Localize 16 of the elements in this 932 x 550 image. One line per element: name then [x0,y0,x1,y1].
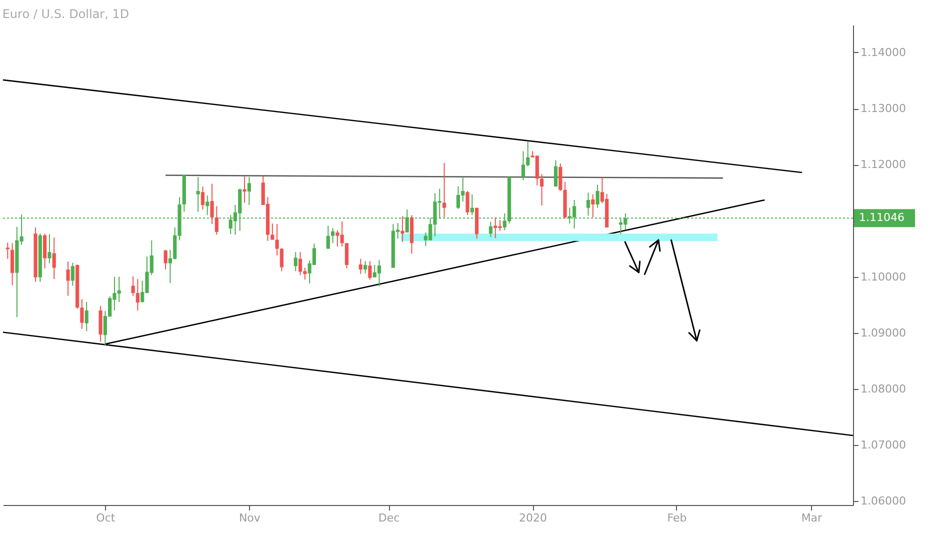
x-tick-label: Mar [801,512,823,524]
y-tick-label: 1.08000 [860,382,906,396]
x-tick-label: Nov [238,512,261,524]
y-tick-label: 1.07000 [860,438,906,452]
ref-line-label: 1.11046 [859,211,904,224]
y-tick-label: 1.13000 [860,102,906,116]
y-tick-label: 1.14000 [860,46,906,59]
y-tick-label: 1.10000 [860,270,906,284]
y-tick-label: 1.06000 [860,494,906,508]
y-tick-label: 1.12000 [860,158,906,172]
x-tick-label: Feb [667,512,687,524]
y-tick-label: 1.09000 [860,326,906,340]
x-tick-label: Oct [96,512,116,524]
x-tick-label: Dec [378,512,400,524]
chart-title: Euro / U.S. Dollar, 1D [2,7,130,21]
x-tick-label: 2020 [519,512,548,524]
